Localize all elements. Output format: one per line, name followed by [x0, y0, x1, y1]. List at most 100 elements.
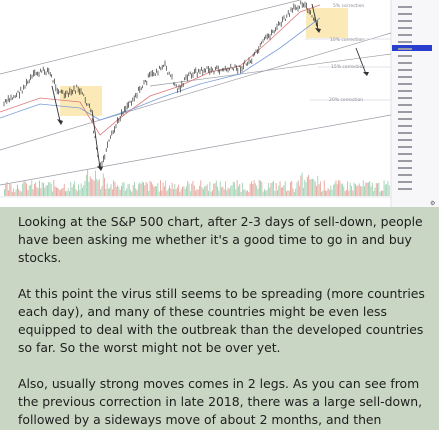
volume-bar: [204, 186, 206, 196]
volume-bar: [69, 191, 70, 196]
trend-lines: [0, 0, 392, 186]
volume-bar: [244, 189, 246, 196]
volume-bar: [293, 191, 295, 196]
price-tick: [398, 76, 412, 78]
volume-bar: [135, 188, 137, 196]
volume-bar: [48, 182, 50, 196]
volume-bar: [45, 185, 47, 196]
volume-bar: [241, 182, 243, 196]
volume-bar: [313, 179, 315, 196]
volume-bar: [239, 184, 241, 196]
volume-bar: [157, 183, 159, 196]
volume-bar: [54, 186, 56, 196]
volume-bar: [92, 179, 94, 196]
chart-settings-icon[interactable]: ⚙: [430, 200, 436, 207]
volume-bar: [322, 190, 324, 196]
volume-bar: [89, 176, 91, 196]
volume-bar: [63, 183, 65, 196]
volume-bar: [199, 185, 200, 196]
volume-bar: [310, 179, 312, 196]
volume-bar: [321, 191, 323, 196]
volume-bar: [111, 189, 113, 196]
volume-bar: [104, 177, 105, 196]
volume-bar: [266, 189, 268, 196]
volume-bar: [169, 185, 170, 196]
volume-bar: [160, 180, 161, 196]
volume-bar: [217, 186, 219, 196]
volume-bar: [183, 186, 185, 196]
volume-bar: [50, 183, 52, 196]
volume-bar: [267, 182, 269, 196]
volume-bar: [196, 189, 198, 196]
price-tick: [398, 118, 412, 120]
volume-bar: [15, 189, 17, 196]
volume-bar: [175, 189, 177, 196]
volume-bar: [352, 190, 354, 196]
volume-bar: [56, 187, 57, 196]
volume-bar: [140, 183, 142, 196]
volume-bar: [249, 183, 251, 196]
post-paragraph-3: Also, usually strong moves comes in 2 le…: [18, 376, 423, 427]
volume-bar: [41, 182, 43, 196]
volume-bar: [254, 183, 256, 196]
volume-bar: [357, 185, 359, 196]
volume-bar: [80, 183, 82, 196]
volume-bar: [101, 186, 103, 196]
volume-bar: [287, 190, 289, 196]
volume-bar: [6, 181, 8, 196]
volume-bar: [325, 190, 326, 196]
price-tick: [398, 55, 412, 57]
price-axis-ticks: [398, 6, 412, 190]
volume-bar: [370, 186, 372, 196]
volume-bar: [291, 180, 293, 196]
volume-bar: [147, 183, 148, 196]
volume-bar: [165, 180, 167, 196]
volume-bar: [373, 191, 375, 196]
price-tick: [398, 132, 412, 134]
volume-bar: [205, 185, 207, 196]
volume-bar: [279, 181, 281, 196]
highlight-box-2020: [306, 8, 348, 38]
volume-bar: [19, 190, 21, 196]
correction-levels: [305, 38, 391, 101]
volume-bar: [369, 181, 371, 196]
price-candles: [3, 0, 318, 169]
volume-bar: [317, 176, 319, 196]
volume-bar: [57, 187, 59, 196]
volume-bar: [375, 183, 377, 196]
volume-bar: [156, 186, 157, 196]
volume-bar: [10, 184, 12, 196]
annotation-5pct: 5% correction: [333, 3, 364, 9]
volume-bar: [334, 183, 336, 196]
volume-bar: [232, 181, 234, 196]
volume-bar: [28, 185, 30, 196]
volume-bar: [228, 188, 230, 196]
volume-bar: [84, 181, 86, 196]
volume-bar: [66, 190, 68, 196]
volume-bar: [262, 191, 264, 196]
volume-bar: [345, 189, 347, 196]
volume-bar: [11, 191, 13, 196]
price-tick: [398, 97, 412, 99]
price-tick: [398, 20, 412, 22]
volume-bar: [100, 189, 102, 196]
volume-bar: [137, 184, 139, 196]
volume-bar: [251, 181, 252, 196]
volume-bar: [75, 189, 77, 196]
volume-bar: [269, 187, 271, 196]
volume-bar: [258, 180, 260, 196]
volume-bar: [170, 188, 172, 196]
volume-bar: [121, 185, 122, 196]
volume-bar: [265, 190, 267, 196]
volume-bar: [193, 185, 195, 196]
volume-bar: [273, 181, 274, 196]
volume-bar: [91, 178, 92, 196]
volume-bar: [97, 180, 99, 196]
volume-bar: [286, 191, 287, 196]
annotation-15pct: 15% correction: [331, 64, 365, 70]
volume-bar: [150, 182, 152, 196]
volume-bar: [306, 176, 308, 196]
volume-bar: [158, 191, 160, 196]
volume-bar: [5, 184, 7, 196]
volume-bar: [93, 180, 95, 196]
